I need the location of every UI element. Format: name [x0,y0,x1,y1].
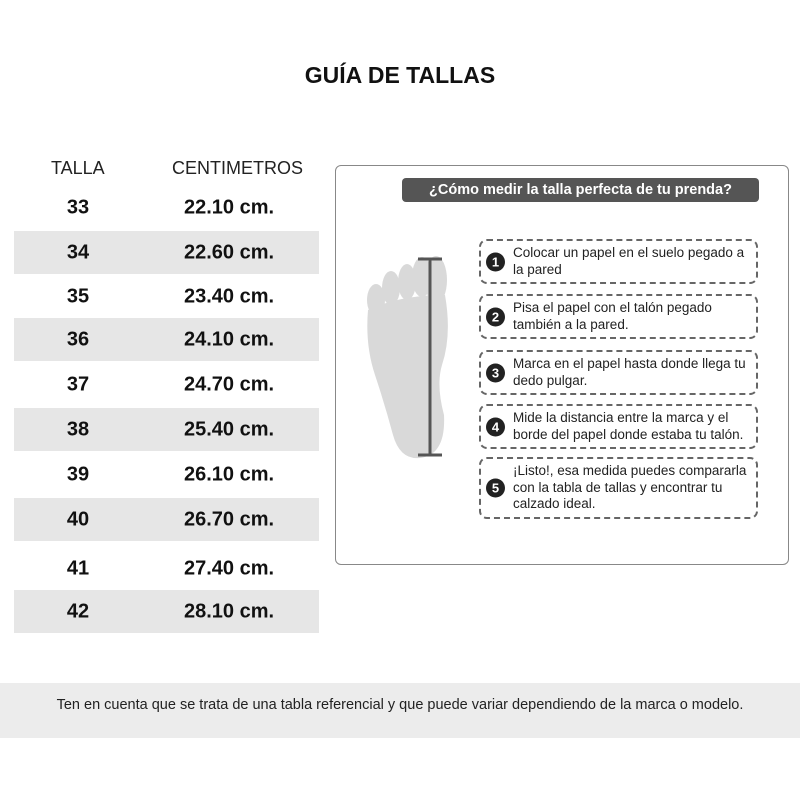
size-value: 36 [66,328,90,350]
cm-value: 23.40 cm. [184,285,275,307]
table-row: 39 26.10 cm. [14,453,319,496]
size-value: 37 [66,373,90,395]
cm-value: 22.60 cm. [184,241,275,263]
step-text: Marca en el papel hasta donde llega tu d… [513,356,746,388]
cm-value: 26.70 cm. [184,508,275,530]
size-value: 42 [66,600,90,622]
step-number-icon: 3 [486,363,505,382]
table-row: 40 26.70 cm. [14,498,319,541]
cm-value: 26.10 cm. [184,463,275,485]
cm-value: 24.10 cm. [184,328,275,350]
guide-step: 2 Pisa el papel con el talón pegado tambi… [479,294,758,339]
size-value: 39 [66,463,90,485]
step-number-icon: 1 [486,252,505,271]
step-text: Pisa el papel con el talón pegado tambié… [513,300,712,332]
table-row: 35 23.40 cm. [14,275,319,318]
foot-icon [367,256,448,459]
size-value: 35 [66,285,90,307]
header-talla: TALLA [51,158,105,178]
size-value: 41 [66,557,90,579]
size-value: 40 [66,508,90,530]
table-row: 37 24.70 cm. [14,363,319,406]
table-row: 42 28.10 cm. [14,590,319,633]
guide-panel [335,165,789,565]
table-row: 41 27.40 cm. [14,547,319,590]
guide-title: ¿Cómo medir la talla perfecta de tu pren… [402,178,759,202]
step-number-icon: 2 [486,307,505,326]
step-number-icon: 5 [486,478,505,498]
cm-value: 28.10 cm. [184,600,275,622]
table-row: 38 25.40 cm. [14,408,319,451]
table-row: 34 22.60 cm. [14,231,319,274]
guide-step: 3 Marca en el papel hasta donde llega tu … [479,350,758,395]
cm-value: 25.40 cm. [184,418,275,440]
size-value: 38 [66,418,90,440]
step-text: ¡Listo!, esa medida puedes compararla co… [513,463,747,511]
cm-value: 22.10 cm. [184,196,275,218]
page-title: GUÍA DE TALLAS [304,62,496,88]
guide-step: 4 Mide la distancia entre la marca y el b… [479,404,758,449]
table-row: 36 24.10 cm. [14,318,319,361]
header-centimetros: CENTIMETROS [172,158,304,178]
guide-step: 1 Colocar un papel en el suelo pegado a l… [479,239,758,284]
disclaimer: Ten en cuenta que se trata de una tabla … [0,683,800,738]
size-value: 33 [66,196,90,218]
table-row: 33 22.10 cm. [14,186,319,229]
cm-value: 24.70 cm. [184,373,275,395]
cm-value: 27.40 cm. [184,557,275,579]
step-number-icon: 4 [486,417,505,436]
step-text: Mide la distancia entre la marca y el bo… [513,410,744,442]
guide-step: 5 ¡Listo!, esa medida puedes compararla c… [479,457,758,519]
step-text: Colocar un papel en el suelo pegado a la… [513,245,745,277]
size-value: 34 [66,241,90,263]
